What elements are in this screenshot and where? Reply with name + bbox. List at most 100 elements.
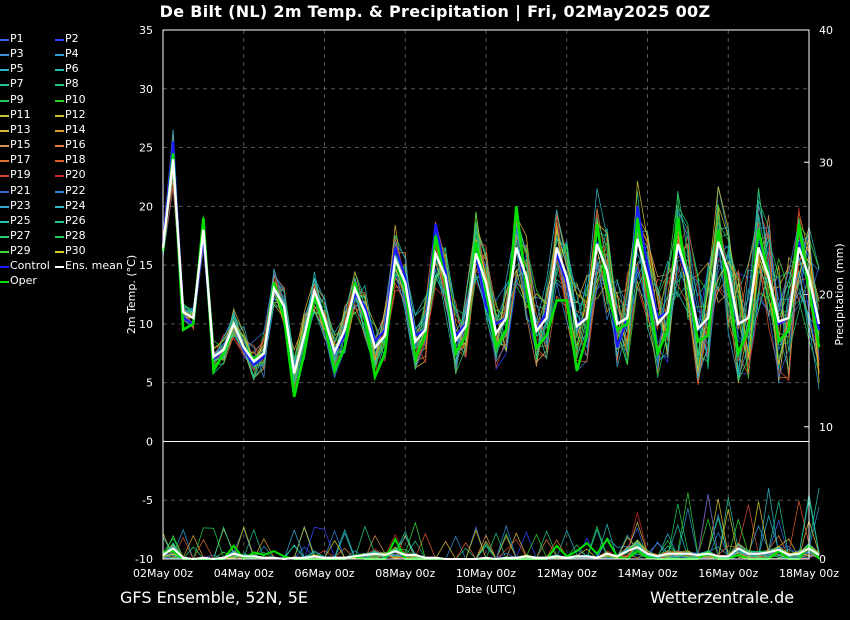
right-tick-label: 30: [819, 156, 833, 169]
x-tick-label: 08May 00z: [375, 567, 435, 580]
legend-swatch: [0, 145, 9, 148]
legend-label: P27: [10, 228, 31, 242]
legend-label: P3: [10, 47, 24, 61]
legend-label: P11: [10, 107, 31, 121]
legend-swatch: [55, 99, 64, 102]
legend-label: P14: [65, 122, 86, 136]
plot-frame: [162, 29, 810, 560]
legend-label: P9: [10, 92, 24, 106]
y-tick-label: 20: [139, 200, 153, 213]
legend-swatch: [0, 175, 9, 178]
y-tick-label: 10: [139, 318, 153, 331]
legend-swatch: [0, 84, 9, 87]
legend-label: P24: [65, 198, 86, 212]
legend-label: P28: [65, 228, 86, 242]
legend-swatch: [55, 220, 64, 223]
legend-label: P19: [10, 168, 31, 182]
x-tick-label: 06May 00z: [294, 567, 354, 580]
y-tick-label: 25: [139, 142, 153, 155]
y-tick-label: 5: [146, 377, 153, 390]
legend-swatch: [0, 251, 9, 254]
chart-title: De Bilt (NL) 2m Temp. & Precipitation | …: [159, 2, 711, 21]
legend-swatch: [55, 175, 64, 178]
legend-swatch: [0, 54, 9, 57]
legend-label: P23: [10, 198, 31, 212]
x-tick-label: 04May 00z: [214, 567, 274, 580]
x-tick-label: 10May 00z: [456, 567, 516, 580]
y-tick-label: -5: [142, 494, 153, 507]
legend-swatch: [55, 235, 64, 238]
model-label: GFS Ensemble, 52N, 5E: [120, 588, 308, 607]
x-tick-label: 14May 00z: [617, 567, 677, 580]
legend-label: P29: [10, 244, 31, 258]
x-tick-label: 16May 00z: [698, 567, 758, 580]
right-tick-label: 0: [819, 553, 826, 566]
legend-swatch: [0, 129, 9, 132]
legend-swatch: [55, 114, 64, 117]
legend-swatch: [0, 69, 9, 72]
legend-label: P13: [10, 122, 31, 136]
y-axis-label-right: Precipitation (mm): [833, 243, 846, 345]
legend-label: P1: [10, 32, 24, 45]
legend-swatch: [55, 251, 64, 254]
legend-swatch: [55, 54, 64, 57]
x-tick-label: 12May 00z: [537, 567, 597, 580]
legend-swatch: [55, 145, 64, 148]
legend-swatch: [55, 69, 64, 72]
legend-swatch: [55, 39, 64, 41]
site-label: Wetterzentrale.de: [650, 588, 795, 607]
legend-label: Ens. mean: [65, 259, 123, 273]
y-tick-label: 35: [139, 24, 153, 37]
x-tick-label: 18May 00z: [779, 567, 839, 580]
legend-label: P10: [65, 92, 86, 106]
legend-label: P25: [10, 213, 31, 227]
legend-swatch: [0, 39, 9, 41]
right-tick-label: 40: [819, 24, 833, 37]
legend-swatch: [55, 190, 64, 193]
legend-label: P21: [10, 183, 31, 197]
y-tick-label: 30: [139, 83, 153, 96]
y-tick-label: -10: [135, 553, 153, 566]
legend-label: P18: [65, 153, 86, 167]
legend-swatch: [0, 160, 9, 163]
legend-swatch: [0, 220, 9, 223]
legend-swatch: [55, 160, 64, 163]
legend-label: P8: [65, 77, 79, 91]
legend-label: P4: [65, 47, 79, 61]
member-temp-line: [162, 129, 820, 378]
legend-label: P22: [65, 183, 86, 197]
legend-swatch: [55, 205, 64, 208]
y-tick-label: 0: [146, 435, 153, 448]
x-tick-label: 02May 00z: [133, 567, 193, 580]
legend-label: P26: [65, 213, 86, 227]
y-tick-label: 15: [139, 259, 153, 272]
right-tick-label: 20: [819, 289, 833, 302]
series-line: [162, 545, 820, 561]
legend-swatch: [55, 266, 64, 269]
legend-swatch: [55, 84, 64, 87]
legend-swatch: [0, 281, 9, 284]
legend-label: P30: [65, 244, 86, 258]
member-temp-line: [162, 161, 820, 378]
series-line: [161, 159, 821, 374]
legend-swatch: [0, 190, 9, 193]
legend-label: P6: [65, 62, 79, 76]
legend-swatch: [55, 129, 64, 132]
legend-label: Oper: [10, 274, 37, 288]
y-axis-label: 2m Temp. (°C): [125, 255, 138, 334]
right-tick-label: 10: [819, 421, 833, 434]
legend-label: P2: [65, 32, 79, 45]
legend-label: Control: [10, 259, 50, 273]
legend-swatch: [0, 235, 9, 238]
legend-label: P7: [10, 77, 24, 91]
legend-swatch: [0, 99, 9, 102]
legend-label: P5: [10, 62, 24, 76]
legend-label: P20: [65, 168, 86, 182]
member-temp-line: [162, 150, 820, 389]
legend-label: P15: [10, 138, 31, 152]
x-axis-label: Date (UTC): [456, 583, 516, 596]
legend-label: P17: [10, 153, 31, 167]
legend-label: P12: [65, 107, 86, 121]
legend-label: P16: [65, 138, 86, 152]
